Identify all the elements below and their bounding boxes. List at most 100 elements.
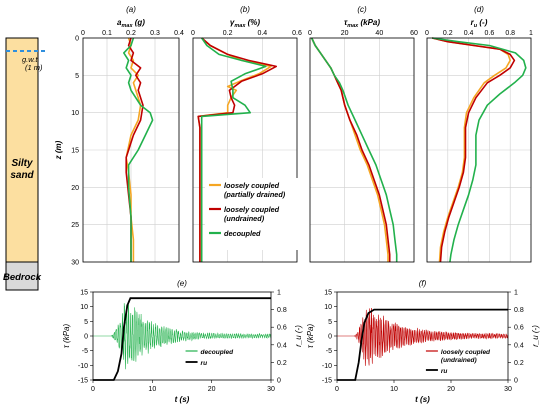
layer-label-line-2: sand [10,170,34,181]
x-tick-label: 0 [191,30,195,37]
y-tick-label-right: 0.4 [277,342,287,349]
ru-curve [93,297,271,381]
legend-background [205,178,309,250]
legend-label-partially: (partially drained) [224,190,286,199]
axis-title: τmax (kPa) [344,18,380,29]
y-tick-label: 0 [75,36,79,43]
x-tick-label: 0 [335,386,339,393]
x-tick-label: 0.2 [443,30,453,37]
x-tick-label: 30 [267,386,275,393]
x-tick-label: 10 [390,386,398,393]
x-tick-label: 60 [410,30,418,37]
x-tick-label: 0.1 [102,30,112,37]
legend-label-partially: loosely coupled [224,181,280,190]
y-tick-label: 10 [324,304,332,311]
axis-title: γmax (%) [230,18,260,29]
series-line-decoupled [123,37,154,262]
x-tick-label: 30 [504,386,512,393]
x-tick-label: 20 [208,386,216,393]
ru-curve [337,308,508,381]
y-tick-label-right: 0 [277,378,281,385]
legend-label-undrained: loosely coupled [224,205,280,214]
series-line-decoupled [310,37,398,262]
y-tick-label-right: 1 [277,290,281,297]
x-tick-label: 0.8 [505,30,515,37]
y-tick-label: 25 [71,222,79,229]
panel-label: (a) [126,5,136,14]
x-tick-label: 0.4 [174,30,184,37]
y-tick-label: 5 [84,319,88,326]
y-tick-label-right: 0.8 [514,307,524,314]
x-tick-label: 0.4 [257,30,267,37]
y-tick-label-right: 0.4 [514,342,524,349]
y-tick-label-right: 0.6 [277,325,287,332]
y-tick-label: 15 [324,290,332,297]
y-tick-label-right: 0.8 [277,307,287,314]
plot-frame [426,37,532,263]
panel-label: (d) [474,5,484,14]
y-tick-label-right: 1 [514,290,518,297]
series-line-decoupled [200,37,267,262]
y-tick-label: 15 [80,290,88,297]
soil-layer-silty-sand [5,37,39,263]
x-tick-label: 0.6 [292,30,302,37]
y-tick-label: -10 [322,363,332,370]
y-tick-label: 30 [71,260,79,267]
axis-title: ru (-) [471,18,488,29]
plot-frame [82,37,180,263]
y-tick-label: -5 [82,348,88,355]
x-tick-label: 0 [91,386,95,393]
y-tick-label: 0 [328,334,332,341]
series-line-undrained [432,37,516,263]
x-tick-label: 0.4 [464,30,474,37]
y-tick-label: 10 [80,304,88,311]
y-tick-label: -15 [322,378,332,385]
tau-signal-undrained [337,307,509,366]
axis-title: amax (g) [117,18,145,29]
legend-label-undrained: loosely coupled [441,349,491,356]
y-tick-label-right: 0 [514,378,518,385]
y-tick-label: 10 [71,110,79,117]
x-axis-title: t (s) [415,395,430,404]
legend-label-decoupled: decoupled [224,229,261,238]
y-tick-label: -10 [78,363,88,370]
legend-label-undrained: (undrained) [441,357,477,364]
y-axis-title-right: r_u (-) [294,325,303,347]
y-tick-label: 0 [84,334,88,341]
x-tick-label: 0.3 [150,30,160,37]
legend-label-ru: ru [201,360,208,367]
x-tick-label: 10 [148,386,156,393]
x-tick-label: 0 [308,30,312,37]
y-tick-label: -5 [326,348,332,355]
x-tick-label: 0.2 [126,30,136,37]
y-tick-label: 15 [71,148,79,155]
panel-d: 0 0.2 0.4 0.6 0.8 1 ru (-) (d) [425,5,533,263]
panel-label: (e) [177,279,187,288]
x-tick-label: 0 [425,30,429,37]
legend-label-ru: ru [441,368,448,375]
y-axis-title: τ (kPa) [306,324,315,349]
legend-label-undrained: (undrained) [224,214,265,223]
panel-label: (f) [419,279,427,288]
y-tick-label: 20 [71,185,79,192]
legend-label-decoupled: decoupled [201,349,235,356]
x-tick-label: 20 [447,386,455,393]
y-axis-title: z (m) [54,140,63,160]
x-tick-label: 0.6 [485,30,495,37]
gwt-depth-label: (1 m) [25,63,43,72]
tau-signal-decoupled [93,303,272,370]
panel-label: (b) [240,5,250,14]
y-tick-label: -15 [78,378,88,385]
soil-layer-bedrock [5,261,39,291]
series-line-decoupled [432,37,527,263]
x-tick-label: 20 [341,30,349,37]
panel-label: (c) [357,5,367,14]
x-axis-title: t (s) [175,395,190,404]
panel-c: 0 20 40 60 τmax (kPa) (c) [308,5,418,263]
plot-frame [192,37,298,263]
x-tick-label: 40 [375,30,383,37]
